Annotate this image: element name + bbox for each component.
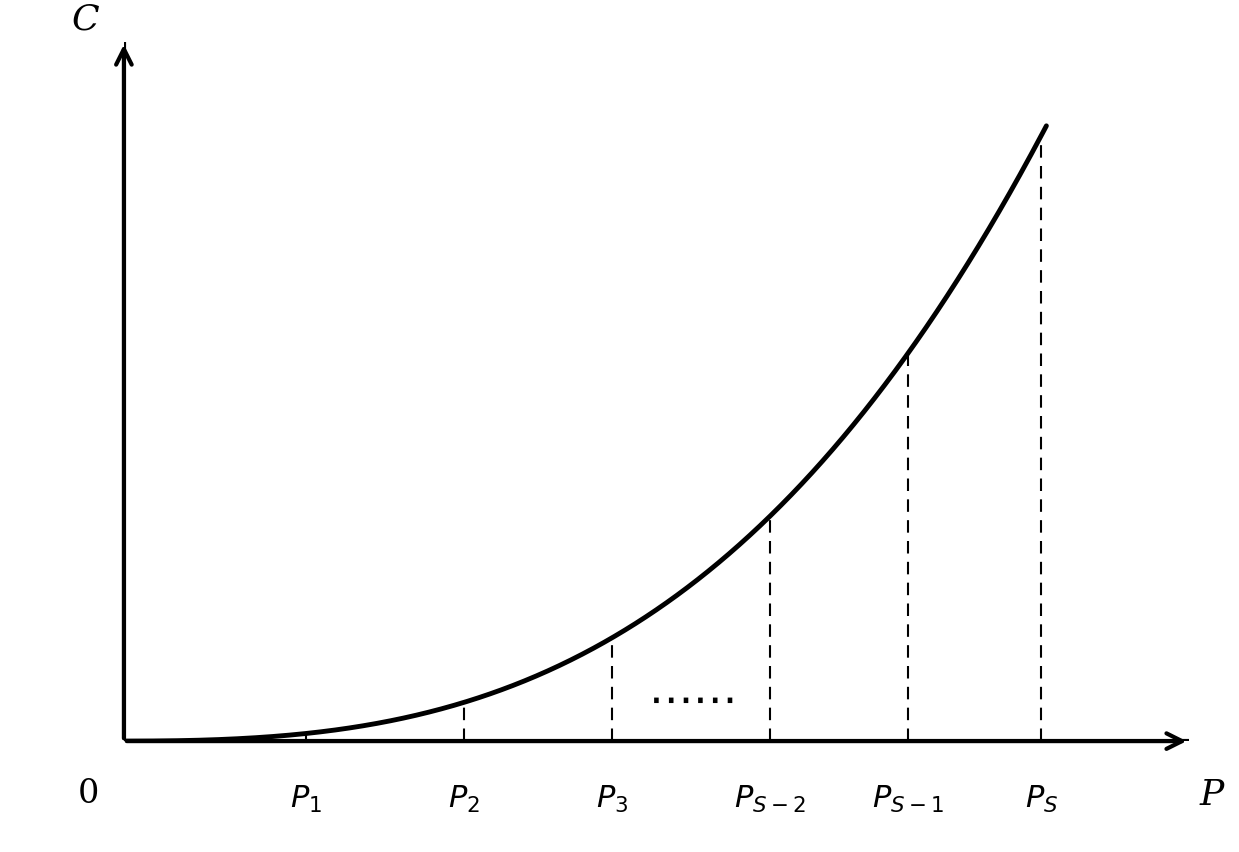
Text: C: C [72,3,99,36]
Text: P: P [1199,777,1224,811]
Text: $P_{S-1}$: $P_{S-1}$ [872,783,944,815]
Text: $P_3$: $P_3$ [596,783,628,815]
Text: $P_{S-2}$: $P_{S-2}$ [735,783,805,815]
Text: $P_S$: $P_S$ [1025,783,1058,815]
Text: $\cdots\cdots$: $\cdots\cdots$ [648,677,733,721]
Text: 0: 0 [78,777,99,809]
Text: $P_1$: $P_1$ [290,783,322,815]
Text: $P_2$: $P_2$ [449,783,481,815]
